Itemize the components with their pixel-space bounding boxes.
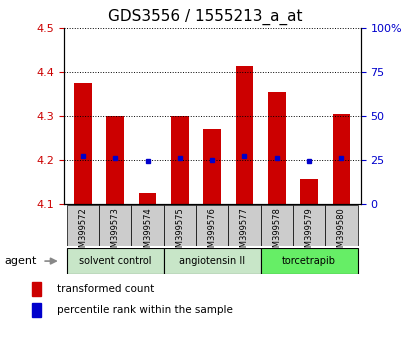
- Text: agent: agent: [4, 256, 36, 266]
- Text: GDS3556 / 1555213_a_at: GDS3556 / 1555213_a_at: [108, 9, 301, 25]
- Bar: [106, 116, 124, 204]
- Text: GSM399579: GSM399579: [304, 207, 313, 258]
- Bar: [260, 205, 292, 246]
- Bar: [131, 205, 163, 246]
- Bar: [203, 129, 220, 204]
- Bar: [31, 282, 40, 296]
- Text: GSM399572: GSM399572: [78, 207, 87, 258]
- Bar: [171, 116, 188, 204]
- Text: GSM399574: GSM399574: [143, 207, 152, 258]
- Text: GSM399580: GSM399580: [336, 207, 345, 258]
- Text: transformed count: transformed count: [57, 284, 154, 294]
- Bar: [196, 205, 228, 246]
- Text: GSM399577: GSM399577: [239, 207, 248, 258]
- Text: GSM399578: GSM399578: [272, 207, 281, 258]
- Bar: [228, 205, 260, 246]
- Bar: [74, 83, 92, 204]
- Text: GSM399576: GSM399576: [207, 207, 216, 258]
- Bar: [99, 205, 131, 246]
- Text: GSM399575: GSM399575: [175, 207, 184, 258]
- Text: GSM399573: GSM399573: [110, 207, 119, 258]
- Text: solvent control: solvent control: [79, 256, 151, 266]
- Bar: [31, 303, 40, 317]
- Text: percentile rank within the sample: percentile rank within the sample: [57, 305, 233, 315]
- Bar: [292, 205, 324, 246]
- Bar: [267, 92, 285, 204]
- Bar: [163, 248, 260, 274]
- Bar: [163, 205, 196, 246]
- Bar: [324, 205, 357, 246]
- Bar: [67, 248, 163, 274]
- Bar: [138, 193, 156, 204]
- Text: torcetrapib: torcetrapib: [281, 256, 335, 266]
- Bar: [235, 65, 253, 204]
- Bar: [299, 179, 317, 204]
- Bar: [260, 248, 357, 274]
- Bar: [67, 205, 99, 246]
- Text: angiotensin II: angiotensin II: [179, 256, 245, 266]
- Bar: [332, 114, 349, 204]
